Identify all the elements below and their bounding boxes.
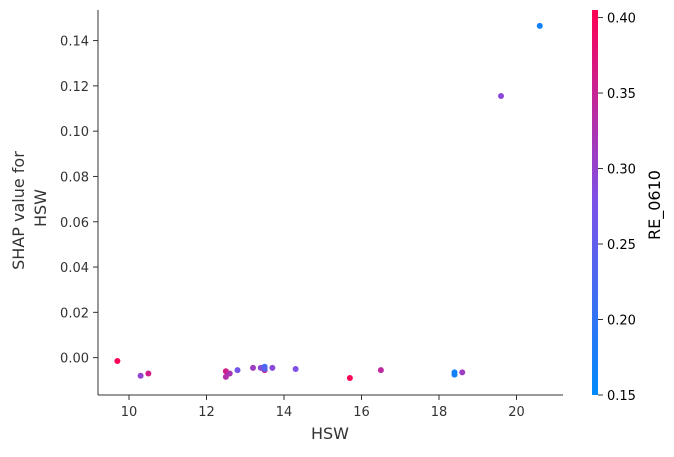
y-axis-label: SHAP value for HSW [9,146,50,270]
colorbar: 0.15 0.20 0.25 0.30 0.35 0.40 RE_0610 [592,10,665,404]
y-tick-label: 0.10 [60,125,89,140]
x-tick-label: 14 [276,405,293,420]
data-point [377,367,384,374]
data-point [234,367,241,374]
scatter-points [114,22,543,382]
plot-area: 10 12 14 16 18 20 0.00 0.02 0.04 0.06 0.08 0.10 0.1… [60,10,563,420]
colorbar-tick-label: 0.30 [607,163,636,178]
data-point [114,358,121,365]
y-tick-label: 0.08 [60,170,89,185]
colorbar-tick-label: 0.15 [607,389,636,404]
data-point [536,22,543,29]
colorbar-gradient [592,10,598,395]
colorbar-tick-label: 0.35 [607,87,636,102]
y-tick-label: 0.00 [60,352,89,367]
y-axis-label-line-1: SHAP value for [9,151,28,270]
data-point [137,372,144,379]
y-tick-label: 0.14 [60,35,89,50]
x-tick-label: 16 [353,405,370,420]
data-point [145,370,152,377]
data-point [222,373,229,380]
data-point [269,364,276,371]
x-axis-label: HSW [311,424,349,443]
x-tick-label: 18 [431,405,448,420]
y-tick-label: 0.12 [60,80,89,95]
y-ticks: 0.00 0.02 0.04 0.06 0.08 0.10 0.12 0.14 [60,35,98,367]
colorbar-tick-label: 0.25 [607,238,636,253]
data-point [459,369,466,376]
x-tick-label: 12 [198,405,215,420]
data-point [250,364,256,371]
data-point [451,371,458,378]
y-tick-label: 0.04 [60,261,89,276]
colorbar-label: RE_0610 [645,170,665,240]
data-point [226,370,233,377]
data-point [261,365,268,372]
x-ticks: 10 12 14 16 18 20 [121,395,525,420]
y-tick-label: 0.06 [60,216,89,231]
colorbar-tick-label: 0.40 [607,12,636,27]
data-point [292,365,299,372]
data-point [346,375,353,382]
y-tick-label: 0.02 [60,306,89,321]
x-tick-label: 10 [121,405,138,420]
colorbar-ticks: 0.15 0.20 0.25 0.30 0.35 0.40 [598,12,636,404]
data-point [498,93,504,100]
colorbar-tick-label: 0.20 [607,314,636,329]
y-axis-label-line-2: HSW [31,189,50,227]
x-tick-label: 20 [508,405,525,420]
